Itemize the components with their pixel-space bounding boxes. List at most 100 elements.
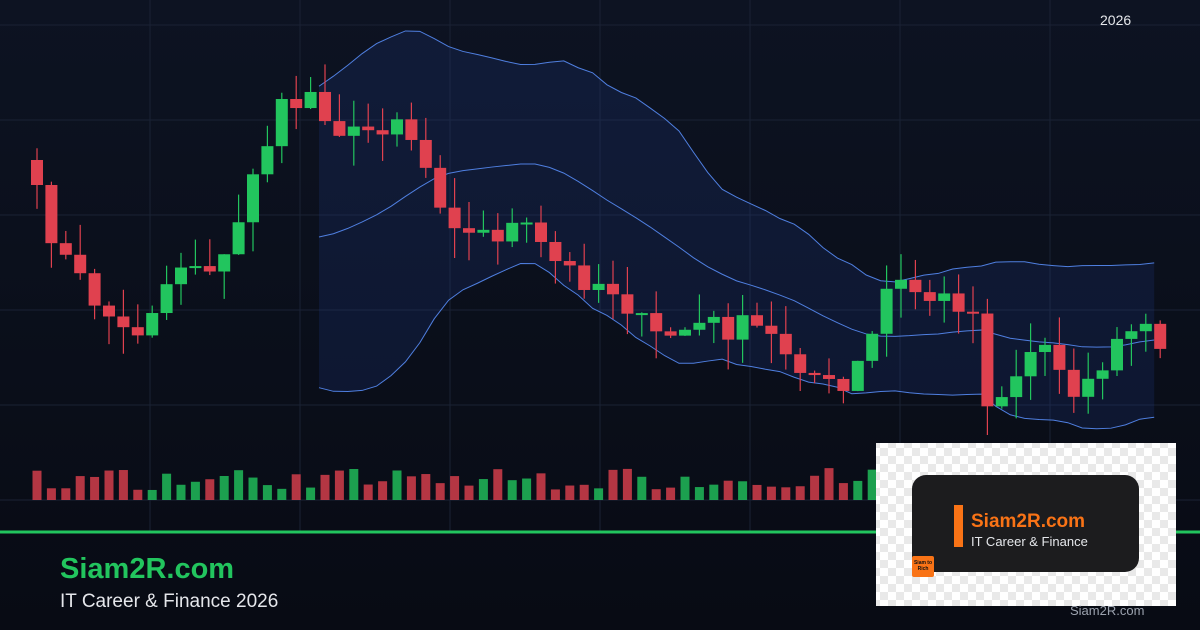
candle-body xyxy=(923,292,936,301)
grid xyxy=(0,0,1200,532)
volume-bar xyxy=(738,481,748,500)
band-fill xyxy=(319,30,1155,429)
candle-body xyxy=(247,174,259,223)
candle-body xyxy=(1154,323,1167,349)
candles xyxy=(31,64,1167,436)
band-line xyxy=(318,30,1155,283)
candle-body xyxy=(74,254,87,274)
candle-body xyxy=(448,207,461,229)
candle-body xyxy=(1024,352,1037,377)
volume-bar xyxy=(392,470,402,500)
candle-body xyxy=(232,222,245,255)
volume-bar xyxy=(651,489,661,500)
volume-bar xyxy=(406,476,416,500)
candle-body xyxy=(45,185,58,244)
volume-bar xyxy=(522,478,532,500)
volume-bar xyxy=(262,485,272,500)
volume-bar xyxy=(637,476,647,500)
volume-bar xyxy=(306,487,316,500)
volume-bar xyxy=(291,474,301,500)
candle-body xyxy=(967,311,979,314)
candle-body xyxy=(405,119,418,140)
candle-body xyxy=(391,119,403,135)
candle-body xyxy=(362,126,375,131)
candle-body xyxy=(275,99,288,147)
candle-body xyxy=(1067,369,1080,397)
volume-bar xyxy=(867,469,877,500)
volume-bar xyxy=(579,484,589,500)
volume-bar xyxy=(680,476,690,500)
candle-body xyxy=(549,241,562,262)
volume-bar xyxy=(378,481,388,500)
candle-body xyxy=(1053,344,1066,370)
candle-body xyxy=(319,91,331,122)
candle-body xyxy=(664,331,677,336)
logo-card xyxy=(912,475,1139,572)
candle-body xyxy=(59,243,72,255)
candle-body xyxy=(592,283,605,290)
volume-bar xyxy=(853,480,863,500)
candle-body xyxy=(491,229,504,242)
candle-body xyxy=(707,316,720,323)
candle-body xyxy=(175,267,187,285)
candle-body xyxy=(635,313,648,316)
volume-bar xyxy=(248,477,258,500)
volume-bar xyxy=(334,470,344,500)
candle-body xyxy=(146,313,159,336)
candle-body xyxy=(88,273,101,306)
candle-body xyxy=(578,265,591,290)
logo-badge-text: Siam to Rich xyxy=(913,560,933,572)
volume-bar xyxy=(32,470,42,500)
volume-bar xyxy=(838,483,848,500)
candle-body xyxy=(679,329,691,336)
candle-body xyxy=(103,305,115,317)
volume-bar xyxy=(363,484,373,500)
candle-body xyxy=(1096,370,1109,379)
candle-body xyxy=(535,222,547,242)
candle-body xyxy=(794,354,807,373)
volume-bar xyxy=(205,479,215,500)
candle-body xyxy=(895,279,907,289)
volume-bar xyxy=(349,469,359,500)
candle-body xyxy=(607,283,619,295)
volume-bar xyxy=(723,480,733,500)
volume-bar xyxy=(493,469,503,500)
candle-body xyxy=(218,254,231,272)
candle-body xyxy=(304,91,317,109)
candle-body xyxy=(160,284,173,314)
logo-subtitle: IT Career & Finance xyxy=(971,534,1088,549)
volume-bar xyxy=(46,488,56,500)
logo-bar xyxy=(954,505,963,547)
band-line xyxy=(318,263,1155,430)
logo: Siam2R.com IT Career & Finance Siam to R… xyxy=(876,443,1176,606)
logo-badge-text-box: Siam to Rich xyxy=(913,560,933,572)
volume-bar xyxy=(421,474,431,500)
candle-body xyxy=(866,333,879,361)
candle-body xyxy=(751,315,763,326)
candle-body xyxy=(434,167,447,208)
year: 2026 xyxy=(1100,12,1131,28)
volume-bar xyxy=(752,484,762,500)
volume-bar xyxy=(781,487,791,500)
volume-bar xyxy=(190,481,200,500)
candle-body xyxy=(203,266,216,272)
volume-bar xyxy=(766,486,776,500)
volume-bar xyxy=(795,486,805,500)
volume-bar xyxy=(824,468,834,500)
volume-bar xyxy=(277,488,287,500)
candle-body xyxy=(117,316,130,328)
candle-body xyxy=(621,294,634,314)
candle-body xyxy=(765,325,778,334)
volume-bar xyxy=(608,469,618,500)
brand-title: Siam2R.com xyxy=(60,553,234,585)
candle-body xyxy=(909,279,922,293)
volume-bar xyxy=(478,479,488,500)
volume-bar xyxy=(118,470,128,500)
candle-body xyxy=(477,229,490,233)
volume-bar xyxy=(162,473,172,500)
candle-body xyxy=(952,293,965,312)
volume-bar xyxy=(507,480,517,500)
volume-bar xyxy=(450,476,460,500)
candle-body xyxy=(419,139,432,168)
